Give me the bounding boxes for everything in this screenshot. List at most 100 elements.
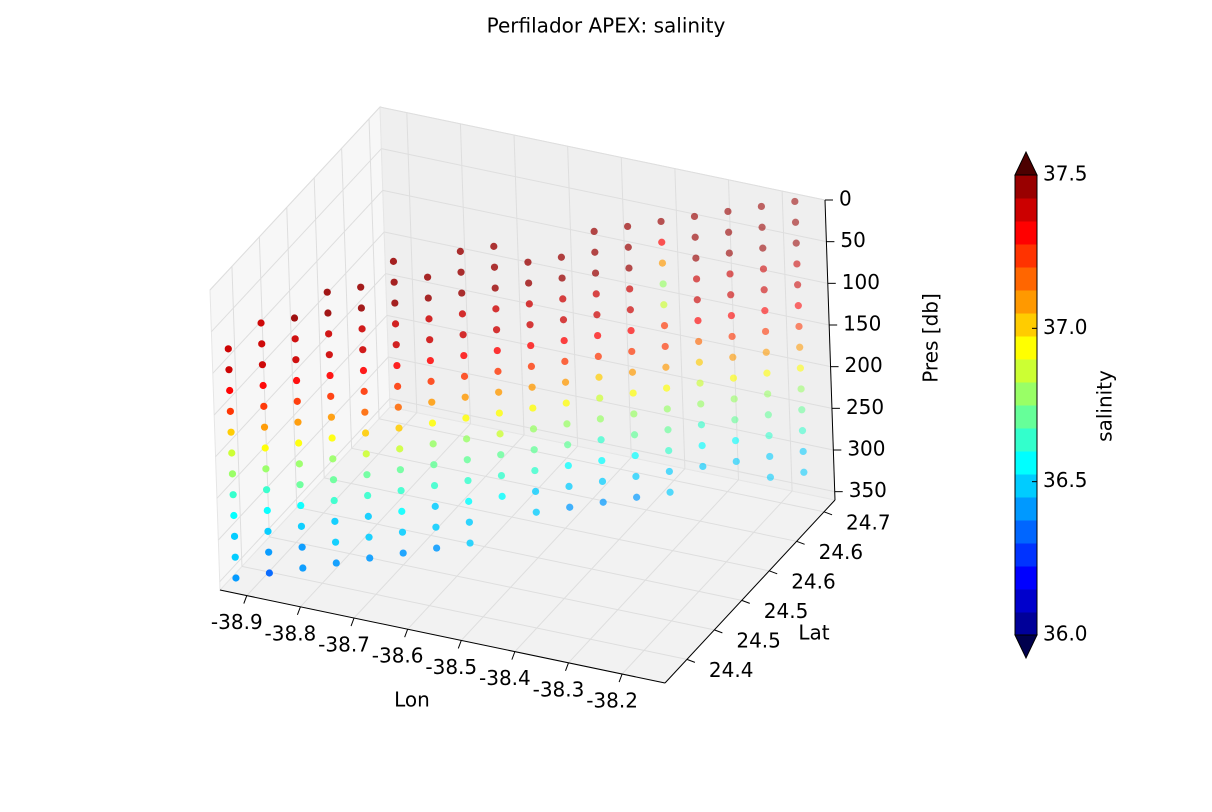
grid-line [216, 314, 388, 499]
data-point [492, 305, 500, 313]
data-point [594, 352, 602, 361]
data-point [396, 445, 404, 453]
data-point [428, 398, 436, 406]
data-point [690, 212, 699, 221]
data-point [794, 302, 802, 310]
data-point [393, 361, 401, 370]
data-point [461, 393, 469, 401]
data-point [495, 409, 503, 417]
data-point [566, 503, 574, 511]
data-point [362, 450, 370, 458]
grid-line [213, 231, 385, 416]
data-point [793, 260, 801, 268]
grid-line [381, 148, 827, 243]
data-point [230, 532, 239, 540]
data-point [458, 310, 467, 318]
data-point [296, 481, 304, 489]
colorbar-level [1015, 244, 1037, 268]
data-point [598, 456, 606, 465]
data-point [329, 455, 337, 463]
data-point [732, 457, 740, 466]
data-point [625, 264, 633, 272]
data-point [666, 488, 674, 496]
data-point [798, 406, 806, 414]
z-tick-label: 300 [847, 437, 885, 461]
y-tick-label: 24.6 [819, 540, 864, 564]
data-point [292, 376, 301, 385]
data-point [294, 418, 302, 426]
data-point [798, 427, 807, 435]
data-point [594, 331, 602, 340]
data-point [658, 238, 666, 246]
colorbar-level [1015, 221, 1037, 245]
colorbar-level [1015, 520, 1037, 544]
data-point [396, 466, 404, 474]
data-point [463, 435, 471, 443]
grid-line [351, 447, 797, 542]
grid-line [460, 457, 632, 641]
data-point [491, 284, 499, 292]
colorbar-level [1015, 612, 1037, 636]
data-point [758, 223, 766, 231]
data-point [560, 336, 568, 345]
data-point [425, 315, 433, 323]
data-point [729, 374, 738, 382]
data-point [462, 414, 470, 422]
data-point [495, 388, 503, 396]
data-point [792, 239, 800, 247]
data-point [359, 366, 368, 375]
data-point [696, 379, 704, 387]
data-point [626, 306, 634, 314]
data-point [498, 492, 506, 500]
data-point [661, 342, 669, 351]
data-point [389, 257, 398, 265]
data-point [359, 346, 367, 354]
data-point [331, 538, 340, 546]
y-tick-label: 24.7 [846, 510, 891, 534]
data-point [531, 466, 539, 475]
data-point [660, 321, 669, 330]
data-point [365, 533, 373, 541]
data-point [465, 518, 473, 526]
data-point [328, 434, 336, 442]
data-point [265, 569, 273, 577]
data-point [433, 544, 441, 552]
data-point [725, 249, 733, 257]
data-point [800, 468, 808, 476]
data-point [463, 456, 471, 464]
data-point [263, 506, 271, 515]
data-point [626, 285, 634, 293]
data-point [593, 311, 601, 319]
data-point [765, 432, 773, 440]
data-point [264, 527, 272, 535]
data-point [564, 441, 572, 449]
data-point [460, 351, 468, 360]
data-point [358, 325, 366, 333]
y-axis-label: Lat [798, 621, 829, 645]
colorbar-level [1015, 198, 1037, 222]
y-tick [796, 540, 805, 545]
data-point [762, 348, 770, 356]
data-point [731, 416, 739, 424]
data-point [490, 242, 498, 250]
data-point [695, 337, 703, 346]
data-point [699, 462, 707, 471]
grid-line [384, 231, 830, 326]
data-point [791, 218, 800, 226]
colorbar-level [1015, 336, 1037, 360]
grid-line [215, 273, 386, 458]
data-point [663, 405, 671, 413]
data-point [697, 400, 705, 408]
data-point [459, 331, 467, 339]
data-point [596, 394, 604, 402]
data-point [665, 467, 673, 476]
grid-line [300, 423, 471, 608]
y-tick [741, 599, 750, 604]
data-point [730, 395, 738, 403]
colorbar-level [1015, 428, 1037, 452]
data-point [763, 369, 771, 377]
colorbar-level [1015, 290, 1037, 314]
z-tick-label: 50 [840, 228, 865, 252]
colorbar-level [1015, 543, 1037, 567]
data-point [524, 258, 532, 266]
